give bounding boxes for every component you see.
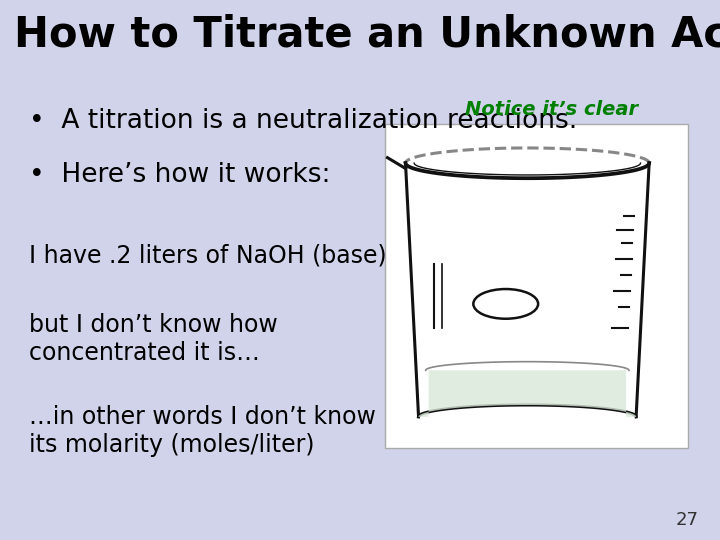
Text: •  Here’s how it works:: • Here’s how it works: bbox=[29, 162, 330, 188]
Polygon shape bbox=[418, 370, 636, 417]
FancyBboxPatch shape bbox=[385, 124, 688, 448]
Text: Notice it’s clear: Notice it’s clear bbox=[465, 100, 638, 119]
Text: How to Titrate an Unknown Acid: How to Titrate an Unknown Acid bbox=[14, 14, 720, 56]
Text: I have .2 liters of NaOH (base): I have .2 liters of NaOH (base) bbox=[29, 243, 387, 267]
Text: …in other words I don’t know
its molarity (moles/liter): …in other words I don’t know its molarit… bbox=[29, 405, 376, 457]
Text: 27: 27 bbox=[675, 511, 698, 529]
Text: •  A titration is a neutralization reactions.: • A titration is a neutralization reacti… bbox=[29, 108, 577, 134]
Text: but I don’t know how
concentrated it is…: but I don’t know how concentrated it is… bbox=[29, 313, 277, 365]
